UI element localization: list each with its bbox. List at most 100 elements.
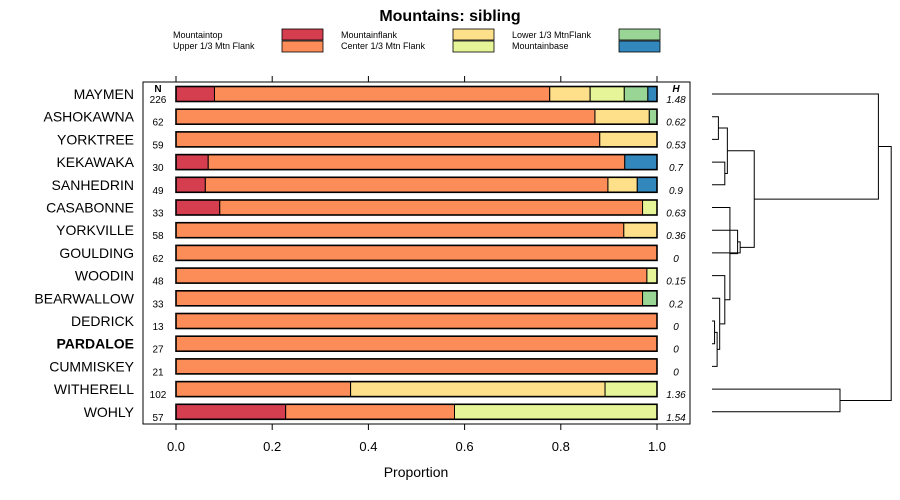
bar-segment — [175, 131, 601, 148]
dendrogram-link — [712, 229, 739, 255]
x-tick-label: 0.0 — [167, 439, 185, 454]
h-value: 1.54 — [666, 413, 686, 424]
bar-segment — [219, 199, 644, 216]
bar-outline — [175, 199, 658, 216]
category-label: ASHOKAWNA — [44, 109, 135, 125]
category-label: PARDALOE — [56, 336, 134, 352]
x-tick-label: 0.2 — [263, 439, 281, 454]
chart-title: Mountains: sibling — [379, 8, 520, 25]
dendrogram-link — [712, 320, 716, 345]
category-label: YORKTREE — [57, 131, 134, 147]
n-column-header: N — [154, 84, 161, 95]
plot-frame — [142, 81, 691, 425]
category-label: WOODIN — [75, 268, 134, 284]
n-value: 13 — [152, 322, 164, 333]
bar-segment — [285, 403, 455, 420]
dendrogram-link — [840, 146, 892, 401]
category-label: MAYMEN — [74, 86, 134, 102]
category-label: DEDRICK — [71, 313, 135, 329]
dendrogram-link — [727, 150, 755, 248]
h-value: 0 — [673, 254, 679, 265]
n-value: 58 — [152, 231, 164, 242]
category-label: KEKAWAKA — [56, 154, 134, 170]
bar-outline — [175, 312, 658, 330]
bar-segment — [175, 335, 658, 352]
category-label: WITHERELL — [54, 381, 134, 397]
legend-label: Center 1/3 Mtn Flank — [341, 41, 426, 51]
bar-segment — [648, 108, 658, 125]
bar-segment — [175, 290, 644, 307]
bar-outline — [175, 221, 658, 239]
bar-segment — [642, 290, 658, 307]
bar-outline — [175, 108, 658, 125]
n-value: 226 — [150, 95, 167, 106]
h-value: 0 — [673, 367, 679, 378]
bar-outline — [175, 289, 658, 307]
legend-label: Upper 1/3 Mtn Flank — [173, 41, 255, 51]
dendrogram-link — [712, 297, 721, 350]
bar-segment — [175, 154, 209, 171]
n-value: 62 — [152, 254, 164, 265]
bar-segment — [204, 176, 609, 193]
bar-segment — [453, 403, 658, 420]
n-value: 33 — [152, 209, 164, 220]
x-tick-label: 0.6 — [456, 439, 474, 454]
h-value: 0 — [673, 345, 679, 356]
legend-swatch — [618, 28, 661, 41]
dendrogram-link — [712, 93, 879, 200]
bar-segment — [175, 244, 658, 261]
bar-segment — [175, 358, 658, 375]
n-value: 21 — [152, 367, 164, 378]
h-value: 0.63 — [666, 209, 686, 220]
n-value: 57 — [152, 413, 164, 424]
bar-rows: MAYMEN 226 1.48 ASHOKAWNA 62 0.62 YORKTREE 59 0.… — [34, 85, 686, 424]
bar-outline — [175, 335, 658, 353]
bar-outline — [175, 131, 658, 148]
dendrogram — [712, 93, 892, 413]
h-value: 0.53 — [666, 140, 686, 151]
x-axis-title: Proportion — [384, 464, 449, 480]
n-value: 48 — [152, 277, 164, 288]
h-value: 0.15 — [666, 277, 686, 288]
n-value: 33 — [152, 299, 164, 310]
bar-segment — [646, 267, 658, 284]
bar-segment — [175, 222, 625, 239]
bar-segment — [207, 154, 626, 171]
bar-segment — [175, 381, 352, 398]
legend-swatch — [452, 40, 495, 53]
n-value: 102 — [150, 390, 167, 401]
bar-segment — [549, 86, 591, 102]
bar-outline — [175, 153, 658, 171]
bar-segment — [636, 176, 658, 193]
bar-segment — [175, 313, 658, 329]
category-label: CUMMISKEY — [49, 358, 134, 374]
x-axis: 0.0 0.2 0.4 0.6 0.8 1.0 — [167, 76, 666, 454]
bar-segment — [607, 176, 638, 193]
h-column-header: H — [672, 84, 680, 95]
dendrogram-link — [718, 127, 728, 174]
n-value: 27 — [152, 345, 164, 356]
bar-segment — [623, 222, 658, 239]
h-value: 0.9 — [669, 186, 683, 197]
dendrogram-link — [712, 161, 726, 186]
legend-label: Mountaintop — [173, 30, 223, 40]
bar-outline — [175, 358, 658, 375]
bar-segment — [175, 267, 648, 284]
bar-segment — [624, 154, 658, 171]
dendrogram-link — [712, 241, 741, 254]
bar-outline — [175, 176, 658, 194]
h-value: 1.48 — [666, 95, 686, 106]
bar-segment — [642, 199, 658, 216]
dendrogram-link — [712, 275, 726, 325]
legend-label: Mountainflank — [341, 30, 398, 40]
bar-segment — [213, 86, 551, 102]
bar-segment — [623, 86, 649, 102]
bar-segment — [350, 381, 606, 398]
bar-segment — [175, 108, 596, 125]
dendrogram-link — [712, 388, 841, 413]
n-value: 62 — [152, 118, 164, 129]
n-value: 30 — [152, 163, 164, 174]
category-label: GOULDING — [59, 245, 134, 261]
bar-segment — [175, 199, 221, 216]
